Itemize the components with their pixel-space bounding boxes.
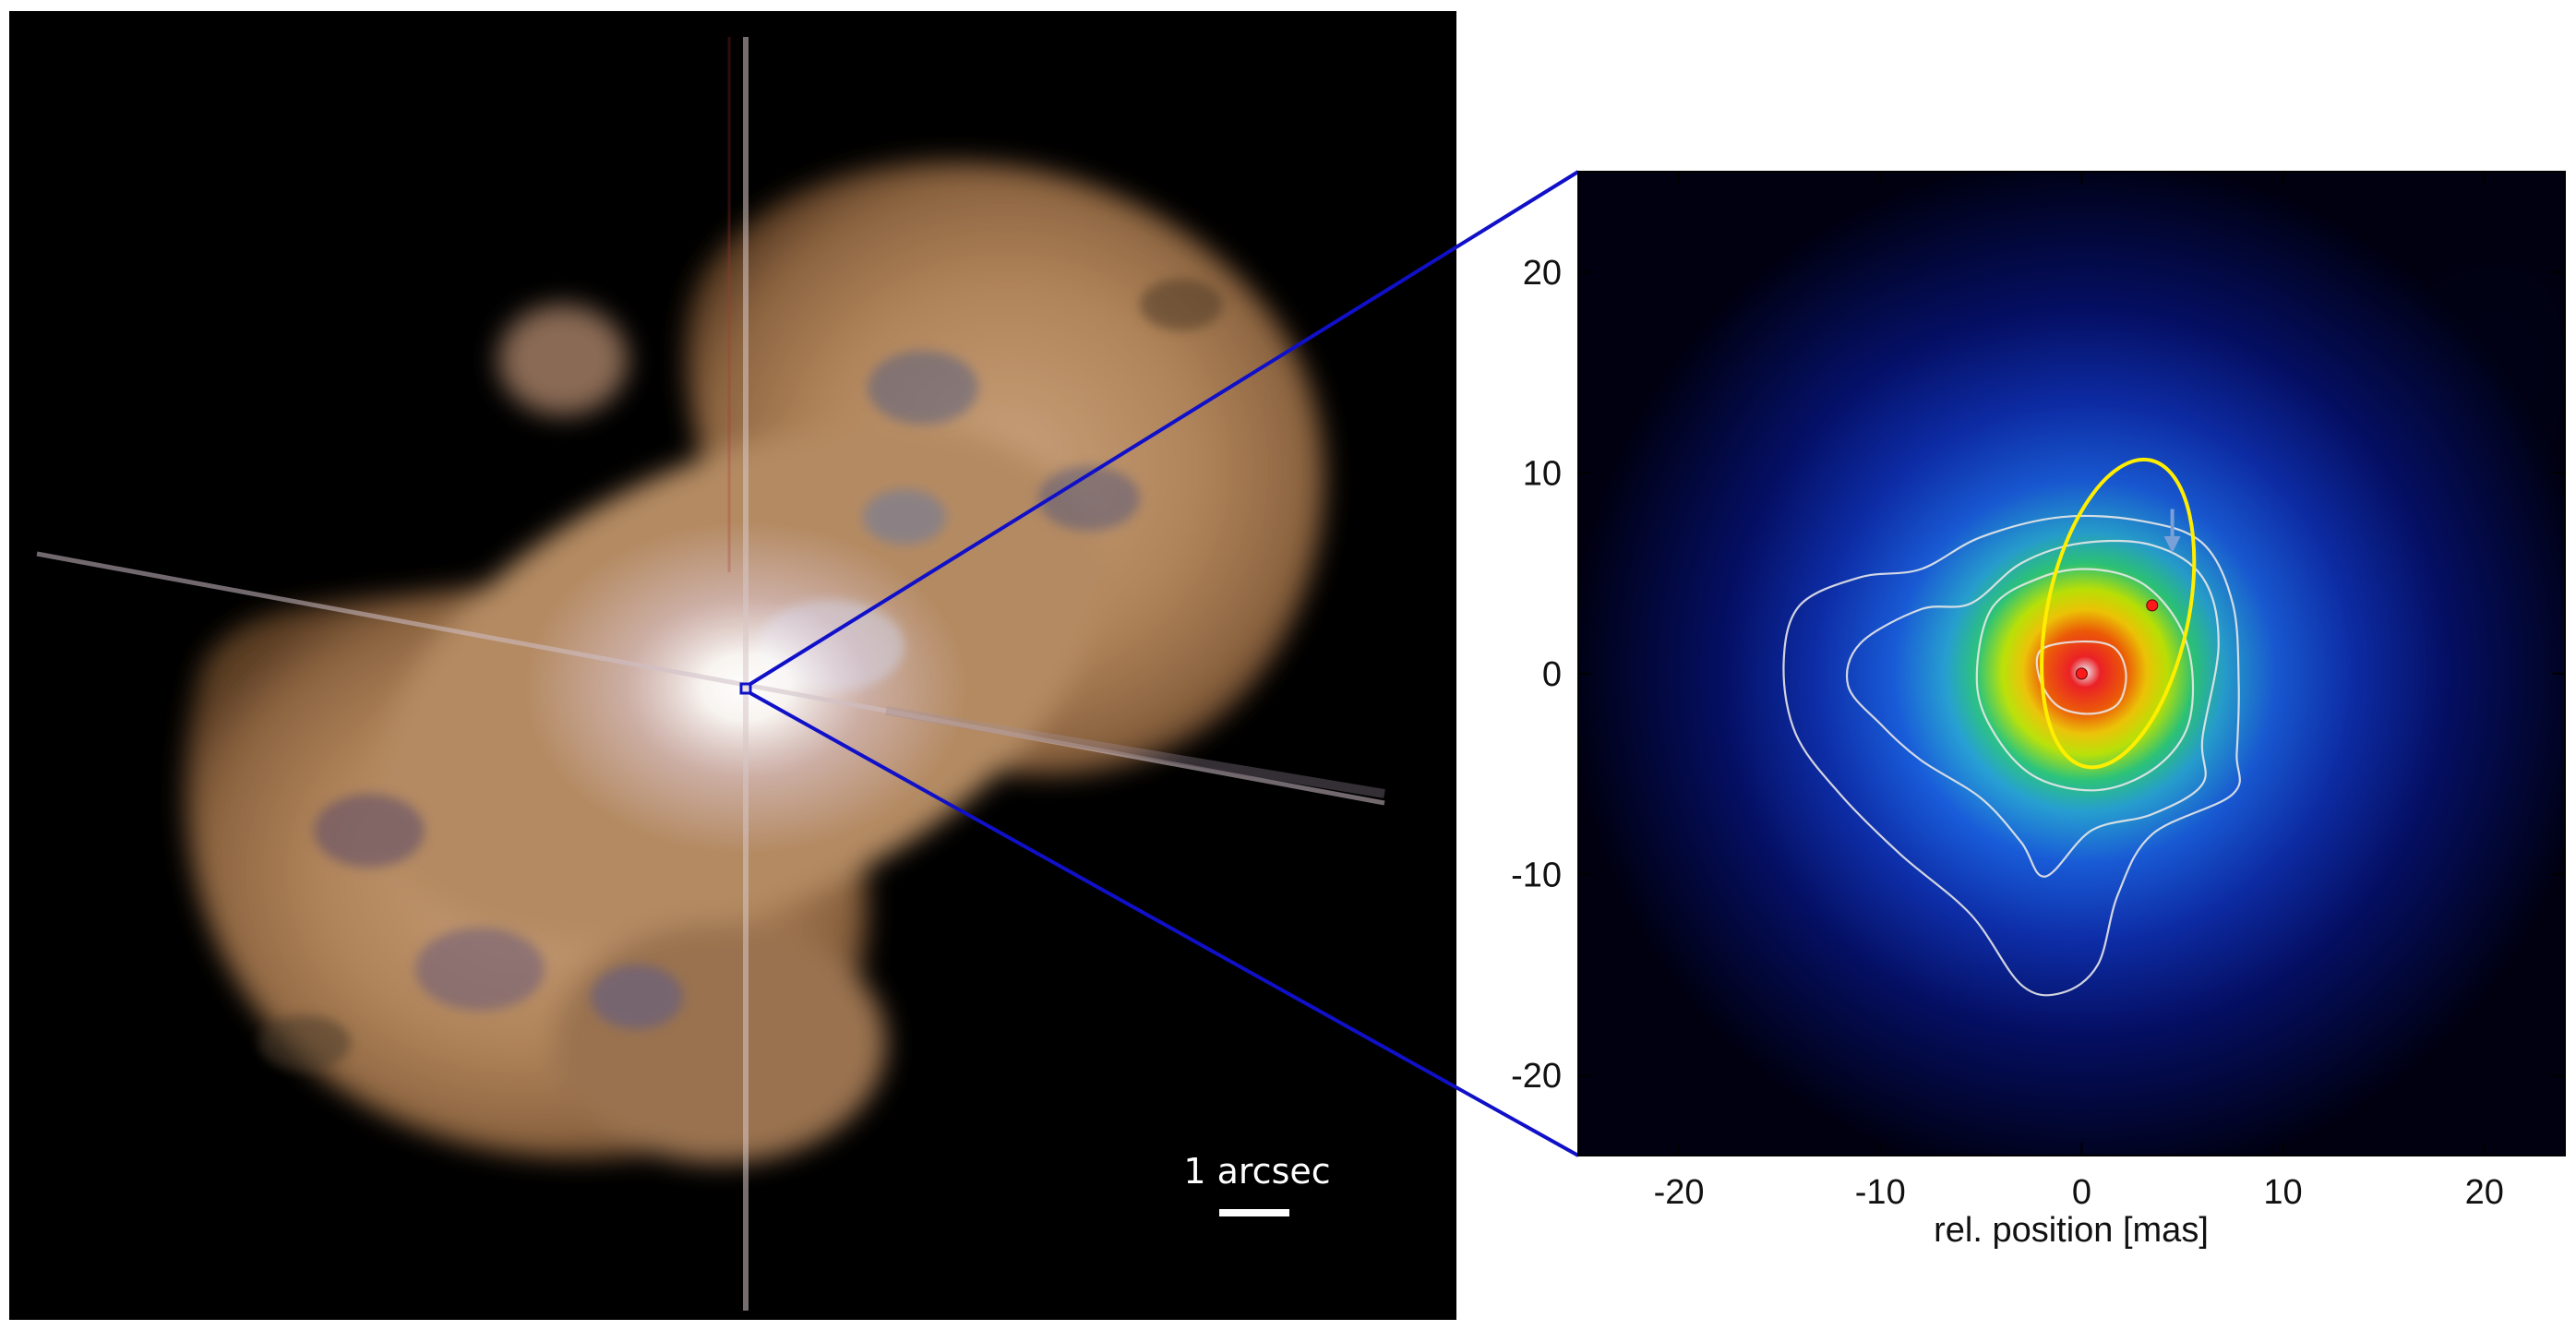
zoom-connector — [749, 170, 1580, 1157]
x-axis-label: rel. position [mas] — [1934, 1211, 2209, 1250]
plot-frame — [1577, 171, 2566, 1156]
y-tick-label: 10 — [1523, 454, 1562, 493]
connector-line-top — [749, 170, 1580, 686]
y-tick-label: -20 — [1511, 1057, 1562, 1096]
connector-line-bottom — [749, 691, 1579, 1157]
star-marker — [2075, 667, 2088, 680]
x-tick-label: 20 — [2465, 1173, 2504, 1212]
nebula-photograph: 1 arcsec — [9, 11, 1456, 1320]
contour-line — [1975, 568, 2195, 792]
heatmap-core — [1578, 172, 2565, 1156]
y-tick-label: -10 — [1511, 856, 1562, 894]
scale-bar-label: 1 arcsec — [1183, 1151, 1330, 1192]
x-tick-label: 0 — [2072, 1173, 2091, 1212]
scale-bar — [1219, 1209, 1289, 1216]
zoom-box — [739, 682, 752, 695]
star-marker — [2146, 599, 2159, 612]
contour-line — [1782, 514, 2241, 997]
y-tick-label: 0 — [1542, 655, 1562, 694]
periastron-arrow-head — [2163, 535, 2181, 553]
x-tick-label: -20 — [1654, 1173, 1705, 1212]
axis-ticks: -20 -10 0 10 20 20 10 0 -10 -20 — [1511, 172, 2565, 1212]
diffraction-spikes — [36, 37, 1385, 1311]
x-tick-label: -10 — [1855, 1173, 1906, 1212]
orbit-ellipse — [2040, 457, 2197, 770]
y-tick-label: 20 — [1523, 254, 1562, 293]
orbit-overlay — [2040, 457, 2197, 770]
x-tick-label: 10 — [2263, 1173, 2302, 1212]
contour-line — [1845, 539, 2220, 878]
intensity-map: -20 -10 0 10 20 20 10 0 -10 -20 rel. position [ma… — [1511, 171, 2566, 1250]
